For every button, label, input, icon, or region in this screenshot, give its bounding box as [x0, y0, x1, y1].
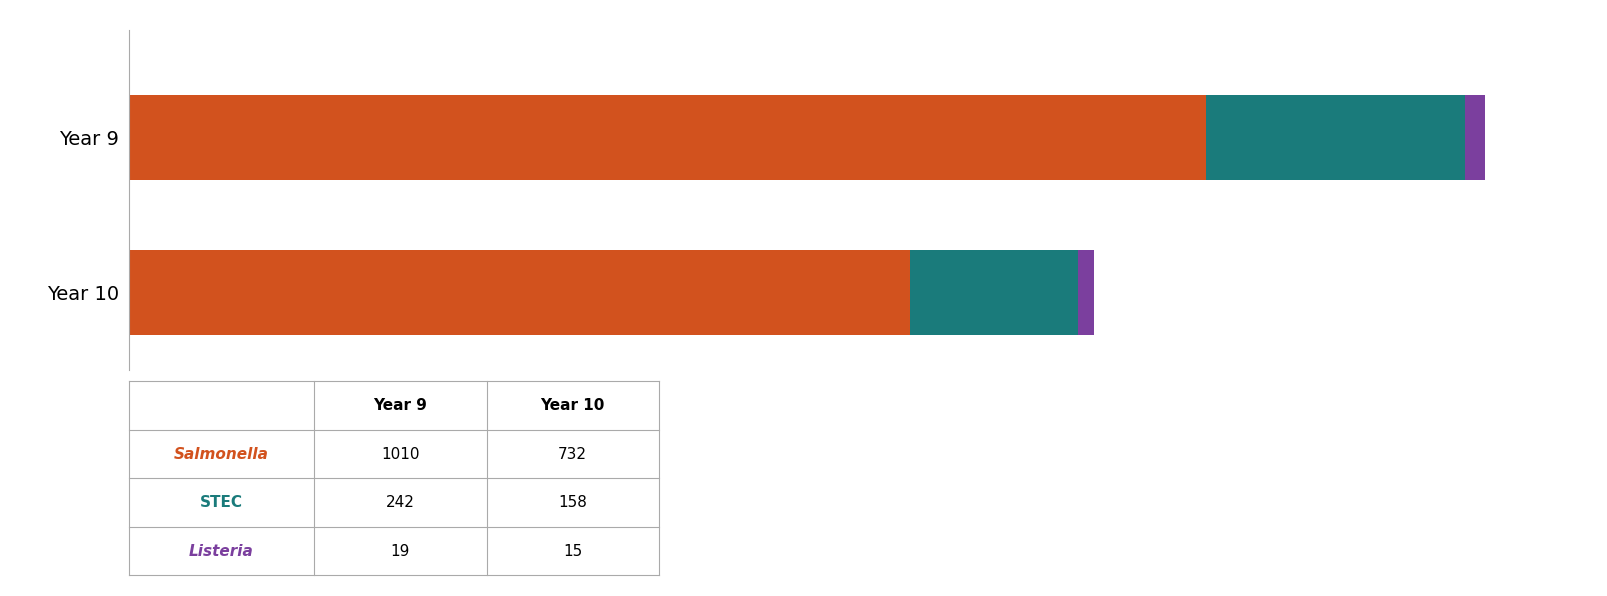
Text: Listeria: Listeria — [190, 544, 254, 558]
Text: STEC: STEC — [199, 495, 243, 510]
Text: Year 9: Year 9 — [373, 398, 427, 413]
Bar — [1207, 95, 1464, 181]
Text: 19: 19 — [391, 544, 410, 558]
Bar — [1464, 95, 1485, 181]
Text: 158: 158 — [558, 495, 587, 510]
Text: 15: 15 — [562, 544, 582, 558]
Bar — [910, 250, 1078, 335]
Bar — [1078, 250, 1094, 335]
Text: Year 10: Year 10 — [540, 398, 604, 413]
Bar — [129, 250, 910, 335]
Text: 242: 242 — [386, 495, 415, 510]
Text: Salmonella: Salmonella — [174, 447, 268, 462]
Text: 1010: 1010 — [381, 447, 419, 462]
Bar — [129, 95, 1207, 181]
Text: 732: 732 — [558, 447, 587, 462]
